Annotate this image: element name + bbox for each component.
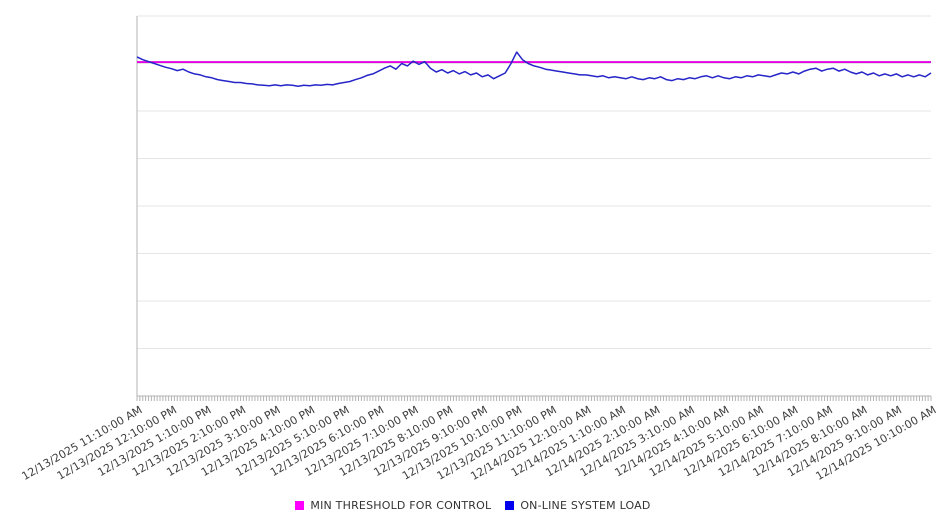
legend-item-online-system-load[interactable]: ON-LINE SYSTEM LOAD bbox=[505, 499, 650, 512]
legend-label-min-threshold: MIN THRESHOLD FOR CONTROL bbox=[310, 498, 492, 512]
legend-label-online-system-load: ON-LINE SYSTEM LOAD bbox=[520, 498, 651, 512]
legend-item-min-threshold[interactable]: MIN THRESHOLD FOR CONTROL bbox=[295, 499, 491, 512]
chart-legend: MIN THRESHOLD FOR CONTROL ON-LINE SYSTEM… bbox=[0, 496, 946, 514]
online-system-load-line bbox=[136, 51, 932, 88]
x-axis-minor-ticks bbox=[136, 396, 932, 401]
threshold-series-swatch-icon bbox=[295, 500, 305, 510]
load-series-swatch-icon bbox=[505, 500, 515, 510]
